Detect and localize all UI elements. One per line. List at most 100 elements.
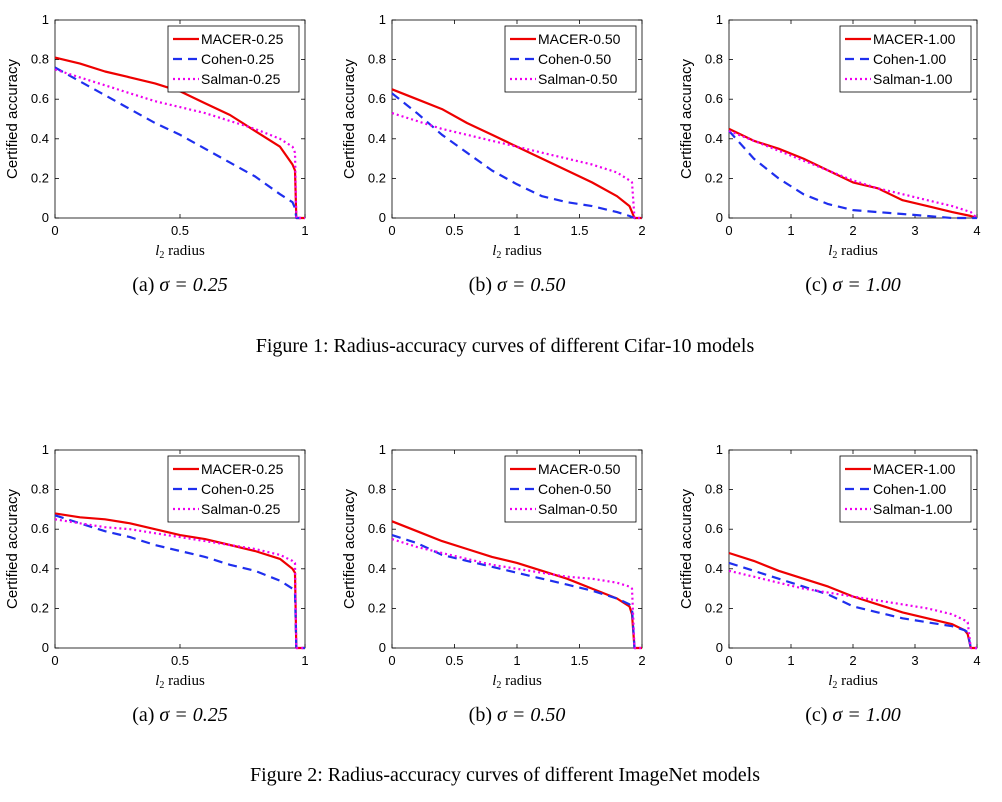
x-axis-label: l2 radius	[492, 243, 542, 261]
y-axis-label: Certified accuracy	[341, 58, 358, 179]
legend: MACER-1.00 Cohen-1.00 Salman-1.00	[839, 455, 972, 523]
series-line-macer-0.25	[54, 512, 305, 650]
x-tick-label: 2	[638, 653, 645, 668]
y-tick-label: 0	[42, 640, 49, 655]
series-line-macer-0.25	[54, 56, 305, 220]
x-tick-label: 0	[725, 223, 732, 238]
series-line-cohen-0.25	[54, 514, 305, 650]
y-axis-label: Certified accuracy	[341, 488, 358, 609]
x-tick-label: 1	[301, 653, 308, 668]
x-tick-label: 4	[973, 223, 980, 238]
legend: MACER-1.00 Cohen-1.00 Salman-1.00	[839, 25, 972, 93]
x-axis-label: l2 radius	[492, 673, 542, 691]
subfigure-caption: (b) σ = 0.50	[468, 704, 566, 726]
figure-1-caption: Figure 1: Radius-accuracy curves of diff…	[255, 335, 755, 357]
y-tick-label: 0.4	[31, 131, 49, 146]
x-tick-label: 0	[725, 653, 732, 668]
x-axis-label: l2 radius	[155, 673, 205, 691]
y-tick-label: 0.8	[368, 52, 386, 67]
chart-panel-1: 0 0.2 0.4 0.6 0.8 1 0 0.5 1 l2 radius Certified ac…	[4, 12, 309, 261]
legend-label: MACER-0.25	[201, 31, 284, 47]
x-tick-label: 1	[301, 223, 308, 238]
x-tick-label: 2	[849, 223, 856, 238]
chart-panel-6: 0 0.2 0.4 0.6 0.8 1 0 1 2 3 4 l2 radius Certified ac…	[678, 442, 981, 691]
x-tick-label: 1.5	[570, 223, 588, 238]
legend-box	[839, 455, 972, 523]
subfigure-caption: (c) σ = 1.00	[805, 274, 901, 296]
x-tick-label: 0	[51, 223, 58, 238]
y-tick-label: 0	[716, 210, 723, 225]
legend-label: Salman-1.00	[873, 501, 953, 517]
y-axis-label: Certified accuracy	[678, 58, 695, 179]
y-tick-label: 0.2	[31, 600, 49, 615]
y-tick-label: 0.8	[31, 482, 49, 497]
y-tick-label: 0.6	[368, 521, 386, 536]
legend-label: Salman-0.50	[538, 71, 618, 87]
series-line-salman-0.25	[54, 68, 305, 220]
x-tick-label: 1	[513, 653, 520, 668]
series-line-salman-1.00	[728, 569, 977, 650]
y-tick-label: 0.4	[705, 131, 723, 146]
series-line-cohen-0.25	[54, 66, 305, 220]
legend-label: MACER-1.00	[873, 461, 956, 477]
series-line-macer-1.00	[728, 551, 977, 650]
y-tick-label: 0.4	[31, 561, 49, 576]
y-tick-label: 0.8	[31, 52, 49, 67]
y-tick-label: 1	[42, 442, 49, 457]
subfigure-caption: (c) σ = 1.00	[805, 704, 901, 726]
x-tick-label: 0.5	[171, 223, 189, 238]
legend-label: Cohen-0.25	[201, 51, 274, 67]
legend-label: MACER-0.50	[538, 31, 621, 47]
y-tick-label: 1	[379, 442, 386, 457]
legend-label: Cohen-0.25	[201, 481, 274, 497]
subfigure-caption: (a) σ = 0.25	[132, 274, 228, 296]
y-tick-label: 0.6	[705, 91, 723, 106]
series-line-salman-1.00	[728, 129, 978, 219]
y-tick-label: 0.6	[705, 521, 723, 536]
x-tick-label: 1	[787, 223, 794, 238]
legend-label: Cohen-1.00	[873, 51, 946, 67]
y-tick-label: 1	[379, 12, 386, 27]
y-tick-label: 0.2	[368, 600, 386, 615]
y-tick-label: 0.4	[368, 561, 386, 576]
y-axis-label: Certified accuracy	[4, 488, 21, 609]
y-tick-label: 1	[42, 12, 49, 27]
chart-panel-5: 0 0.2 0.4 0.6 0.8 1 0 0.5 1 1.5 2 l2 radius Certifie…	[341, 442, 646, 691]
series-line-salman-0.50	[391, 112, 642, 220]
chart-panel-4: 0 0.2 0.4 0.6 0.8 1 0 0.5 1 l2 radius Certified ac…	[4, 442, 309, 691]
x-axis-label: l2 radius	[155, 243, 205, 261]
subfigure-caption: (a) σ = 0.25	[132, 704, 228, 726]
y-axis-label: Certified accuracy	[678, 488, 695, 609]
legend-label: Salman-0.25	[201, 501, 281, 517]
legend: MACER-0.25 Cohen-0.25 Salman-0.25	[167, 25, 300, 93]
y-tick-label: 0.2	[705, 170, 723, 185]
legend-label: MACER-0.50	[538, 461, 621, 477]
y-tick-label: 0.2	[31, 170, 49, 185]
y-tick-label: 0	[716, 640, 723, 655]
x-axis-label: l2 radius	[828, 673, 878, 691]
x-tick-label: 3	[911, 653, 918, 668]
x-tick-label: 2	[638, 223, 645, 238]
x-tick-label: 1	[513, 223, 520, 238]
legend: MACER-0.50 Cohen-0.50 Salman-0.50	[504, 455, 637, 523]
legend: MACER-0.50 Cohen-0.50 Salman-0.50	[504, 25, 637, 93]
x-tick-label: 0.5	[171, 653, 189, 668]
y-tick-label: 0	[379, 210, 386, 225]
x-axis-label: l2 radius	[828, 243, 878, 261]
series-line-salman-0.50	[391, 538, 642, 650]
x-tick-label: 3	[911, 223, 918, 238]
chart-panel-2: 0 0.2 0.4 0.6 0.8 1 0 0.5 1 1.5 2 l2 radius Certifie…	[341, 12, 646, 261]
legend: MACER-0.25 Cohen-0.25 Salman-0.25	[167, 455, 300, 523]
y-tick-label: 0.8	[705, 482, 723, 497]
x-tick-label: 4	[973, 653, 980, 668]
legend-label: Cohen-1.00	[873, 481, 946, 497]
y-tick-label: 0.4	[705, 561, 723, 576]
series-line-cohen-0.50	[391, 92, 642, 220]
y-tick-label: 0.6	[368, 91, 386, 106]
y-tick-label: 1	[716, 442, 723, 457]
y-tick-label: 0.6	[31, 521, 49, 536]
y-tick-label: 0.4	[368, 131, 386, 146]
x-tick-label: 0.5	[445, 223, 463, 238]
x-tick-label: 0.5	[445, 653, 463, 668]
